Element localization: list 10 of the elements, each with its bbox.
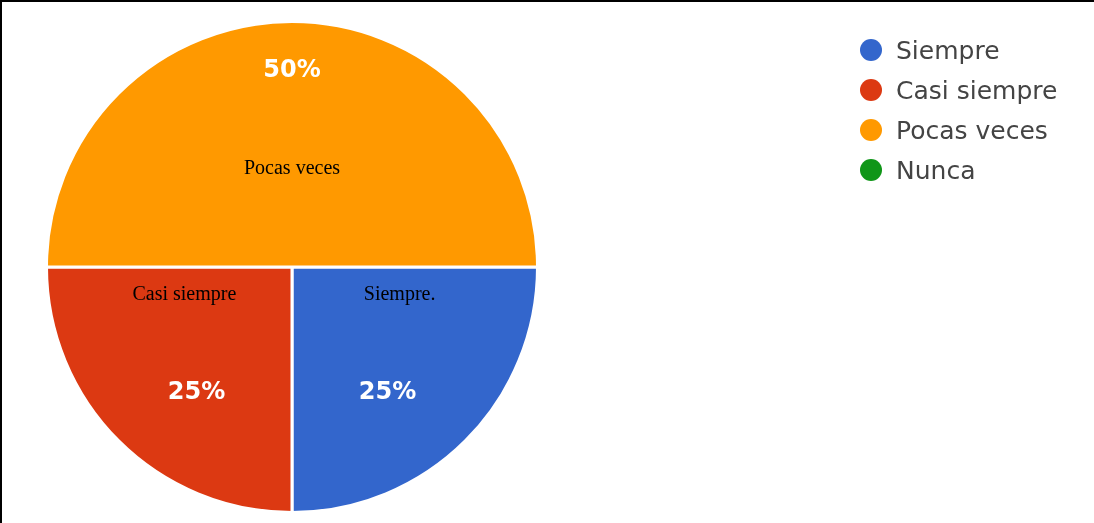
data-label: 25% xyxy=(358,376,417,405)
legend-label: Casi siempre xyxy=(896,75,1058,105)
text: Siempre. xyxy=(363,281,436,304)
data-label: 50% xyxy=(263,54,321,83)
legend-label: Siempre xyxy=(896,35,1000,65)
legend-label: Nunca xyxy=(896,155,976,185)
data-label: 25% xyxy=(167,376,226,405)
legend-label: Pocas veces xyxy=(896,115,1048,145)
text: Pocas veces xyxy=(243,156,341,179)
text: Casi siempre xyxy=(132,281,237,304)
